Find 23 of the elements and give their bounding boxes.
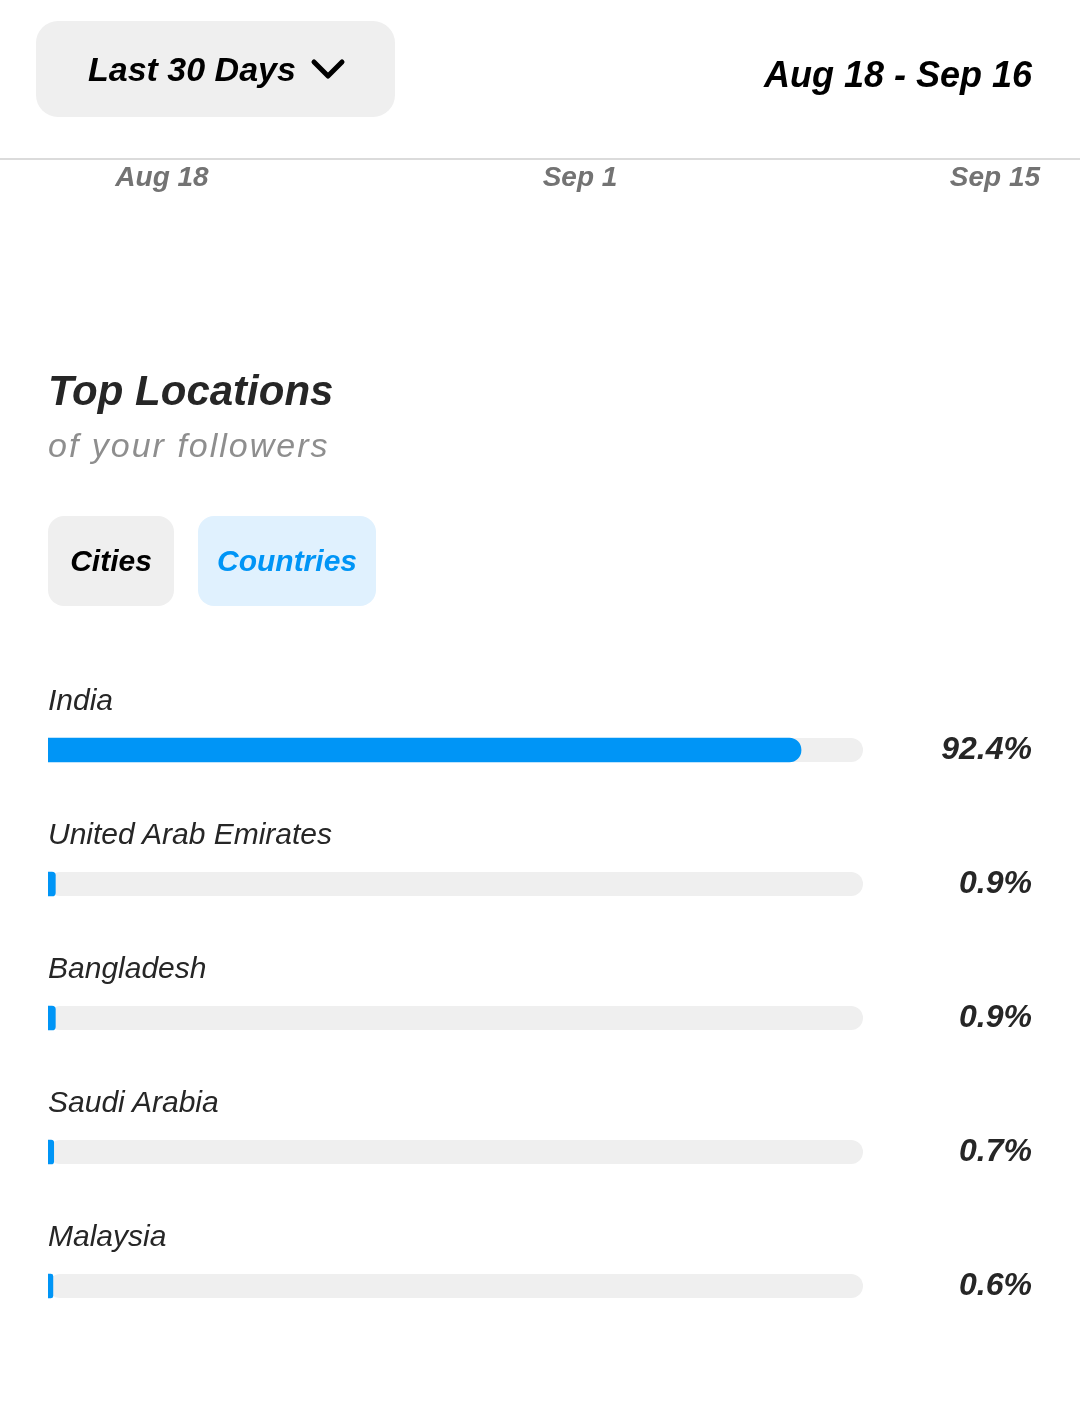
y-tick-label: United Arab Emirates [48, 817, 333, 851]
text: Sep 1 [542, 161, 618, 193]
chart-title: Top Locations [48, 367, 334, 415]
bar [48, 1273, 54, 1299]
text: Last 30 Days [88, 49, 296, 89]
y-tick-label: Saudi Arabia [48, 1085, 219, 1119]
y-tick-label: Bangladesh [48, 951, 207, 985]
bar [48, 1139, 55, 1165]
text: Aug 18 - Sep 16 [763, 54, 1032, 96]
data-label: 0.7% [959, 1131, 1032, 1168]
bar [48, 871, 56, 897]
y-tick-label: India [48, 683, 114, 717]
text: Aug 18 [115, 161, 209, 193]
bar [48, 1005, 56, 1031]
data-label: 92.4% [941, 729, 1032, 766]
chart-subtitle: of your followers [48, 425, 330, 465]
data-label: 0.6% [959, 1265, 1032, 1302]
text: Countries [216, 544, 357, 578]
data-label: 0.9% [959, 863, 1032, 900]
text: Sep 15 [949, 161, 1041, 193]
data-label: 0.9% [959, 997, 1032, 1034]
y-tick-label: Malaysia [48, 1219, 167, 1253]
text: Cities [70, 544, 152, 578]
